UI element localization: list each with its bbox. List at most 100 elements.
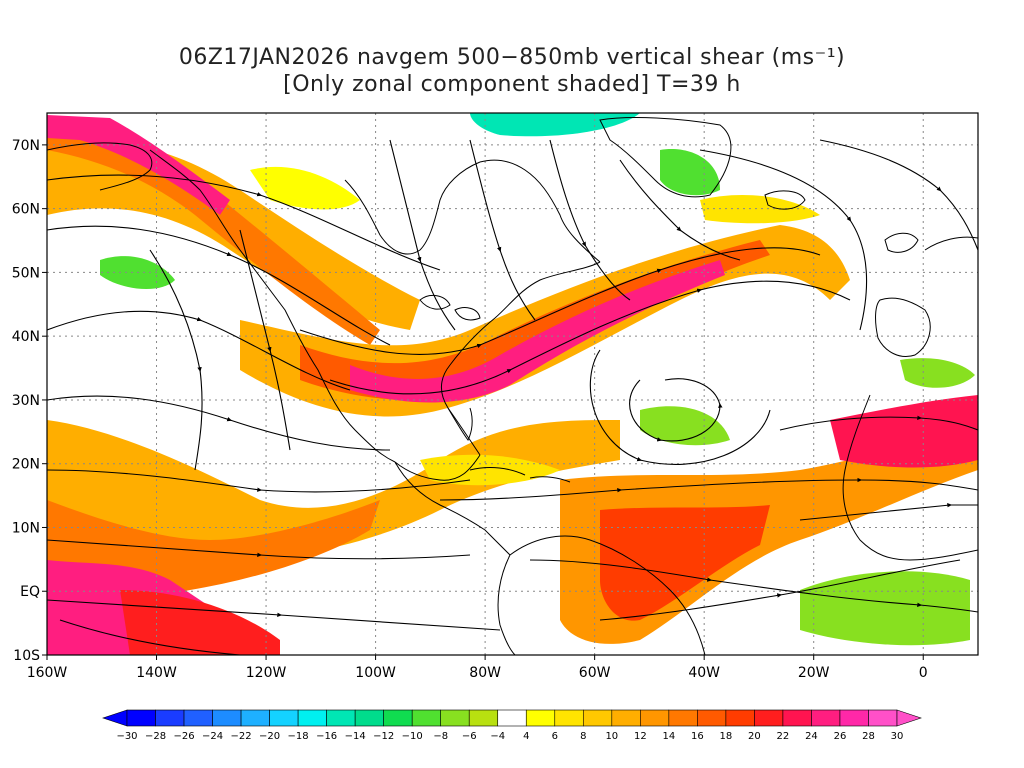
streamline bbox=[549, 139, 631, 301]
coastline bbox=[875, 297, 931, 357]
colorbar-extend-high bbox=[896, 709, 922, 727]
colorbar-swatch bbox=[411, 709, 442, 727]
streamline bbox=[439, 477, 978, 501]
streamline bbox=[47, 599, 501, 631]
colorbar-tick-label: 20 bbox=[748, 731, 761, 742]
lat-label: 70N bbox=[12, 138, 40, 154]
colorbar-tick-label: 6 bbox=[552, 731, 558, 742]
map-title: 06Z17JAN2026 navgem 500−850mb vertical s… bbox=[0, 44, 1024, 98]
colorbar-tick-label: −26 bbox=[173, 731, 194, 742]
shading-region bbox=[47, 500, 380, 655]
lat-label: 30N bbox=[12, 393, 40, 409]
coastline bbox=[469, 467, 526, 476]
colorbar-swatch bbox=[754, 709, 784, 727]
lat-label: 50N bbox=[12, 265, 40, 281]
colorbar-tick-label: 18 bbox=[720, 731, 733, 742]
lat-label: 10N bbox=[12, 520, 40, 536]
coastline bbox=[599, 117, 732, 198]
streamlines bbox=[47, 139, 978, 655]
coastline bbox=[497, 554, 516, 655]
colorbar-tick-label: −20 bbox=[259, 731, 280, 742]
coastline bbox=[764, 190, 806, 210]
colorbar-swatch bbox=[497, 709, 527, 727]
lon-label: 40W bbox=[688, 665, 720, 681]
colorbar-tick-label: 22 bbox=[777, 731, 790, 742]
colorbar-swatch bbox=[839, 709, 869, 727]
colorbar-tick-label: 28 bbox=[862, 731, 875, 742]
lon-label: 140W bbox=[136, 665, 177, 681]
lat-label: 10S bbox=[13, 648, 40, 664]
streamline bbox=[819, 139, 978, 251]
coastline bbox=[149, 149, 396, 463]
coastline bbox=[842, 394, 978, 561]
lon-label: 160W bbox=[27, 665, 68, 681]
shading-region bbox=[47, 115, 230, 215]
colorbar-tick-label: −6 bbox=[462, 731, 477, 742]
shading-region bbox=[470, 113, 640, 137]
colorbar: −30 −28 −26 −24 −22 −20 −18 −16 −14 −12 −10 −8 −6 −4 4… bbox=[102, 709, 922, 742]
coastline bbox=[884, 232, 919, 253]
colorbar-swatch bbox=[868, 709, 898, 727]
shading-region bbox=[830, 395, 978, 468]
streamline bbox=[699, 149, 868, 331]
colorbar-swatch bbox=[811, 709, 841, 727]
title-line-1: 06Z17JAN2026 navgem 500−850mb vertical s… bbox=[178, 45, 846, 70]
lon-label: 100W bbox=[355, 665, 396, 681]
streamline bbox=[469, 139, 536, 321]
shading-region bbox=[250, 166, 360, 210]
coastline bbox=[529, 476, 571, 483]
colorbar-swatch bbox=[269, 709, 299, 727]
colorbar-tick-label: −4 bbox=[490, 731, 505, 742]
title-line-2: [Only zonal component shaded] T=39 h bbox=[283, 72, 741, 97]
streamline bbox=[799, 502, 978, 521]
colorbar-swatch bbox=[240, 709, 270, 727]
colorbar-tick-label: 10 bbox=[605, 731, 618, 742]
colorbar-swatch bbox=[440, 709, 470, 727]
colorbar-swatch bbox=[126, 709, 156, 727]
lon-label: 120W bbox=[246, 665, 287, 681]
colorbar-swatch bbox=[212, 709, 242, 727]
colorbar-tick-label: −30 bbox=[116, 731, 137, 742]
colorbar-swatch bbox=[668, 709, 698, 727]
streamline bbox=[589, 349, 771, 465]
lon-label: 20W bbox=[798, 665, 830, 681]
coastline bbox=[394, 461, 511, 556]
lat-label: 20N bbox=[12, 457, 40, 473]
colorbar-swatch bbox=[183, 709, 213, 727]
colorbar-swatch bbox=[697, 709, 727, 727]
colorbar-tick-label: 4 bbox=[523, 731, 529, 742]
colorbar-tick-label: 26 bbox=[834, 731, 847, 742]
streamline bbox=[329, 280, 851, 395]
lon-label: 60W bbox=[579, 665, 611, 681]
colorbar-swatches bbox=[102, 709, 922, 727]
colorbar-swatch bbox=[782, 709, 812, 727]
grid-lines bbox=[47, 113, 978, 655]
colorbar-swatch bbox=[554, 709, 584, 727]
lon-label: 0 bbox=[919, 665, 928, 681]
streamline bbox=[47, 539, 471, 560]
coastline bbox=[344, 161, 481, 255]
colorbar-swatch bbox=[525, 709, 556, 727]
lat-label: EQ bbox=[20, 584, 40, 600]
colorbar-swatch bbox=[468, 709, 499, 727]
colorbar-tick-label: 12 bbox=[634, 731, 647, 742]
colorbar-tick-label: −14 bbox=[345, 731, 366, 742]
colorbar-tick-label: −12 bbox=[373, 731, 394, 742]
colorbar-tick-label: −16 bbox=[316, 731, 337, 742]
colorbar-tick-label: 30 bbox=[891, 731, 904, 742]
shading-region bbox=[660, 149, 720, 196]
streamline bbox=[389, 139, 456, 331]
streamline bbox=[47, 225, 391, 346]
colorbar-swatch bbox=[582, 709, 613, 727]
shading-region bbox=[420, 454, 560, 486]
colorbar-tick-label: 8 bbox=[580, 731, 586, 742]
colorbar-tick-label: −18 bbox=[288, 731, 309, 742]
colorbar-swatch bbox=[155, 709, 185, 727]
coastline bbox=[47, 142, 153, 191]
streamline bbox=[529, 559, 978, 613]
colorbar-swatch bbox=[297, 709, 327, 727]
shading-region bbox=[800, 571, 970, 646]
colorbar-tick-label: −24 bbox=[202, 731, 223, 742]
streamline bbox=[149, 249, 203, 471]
